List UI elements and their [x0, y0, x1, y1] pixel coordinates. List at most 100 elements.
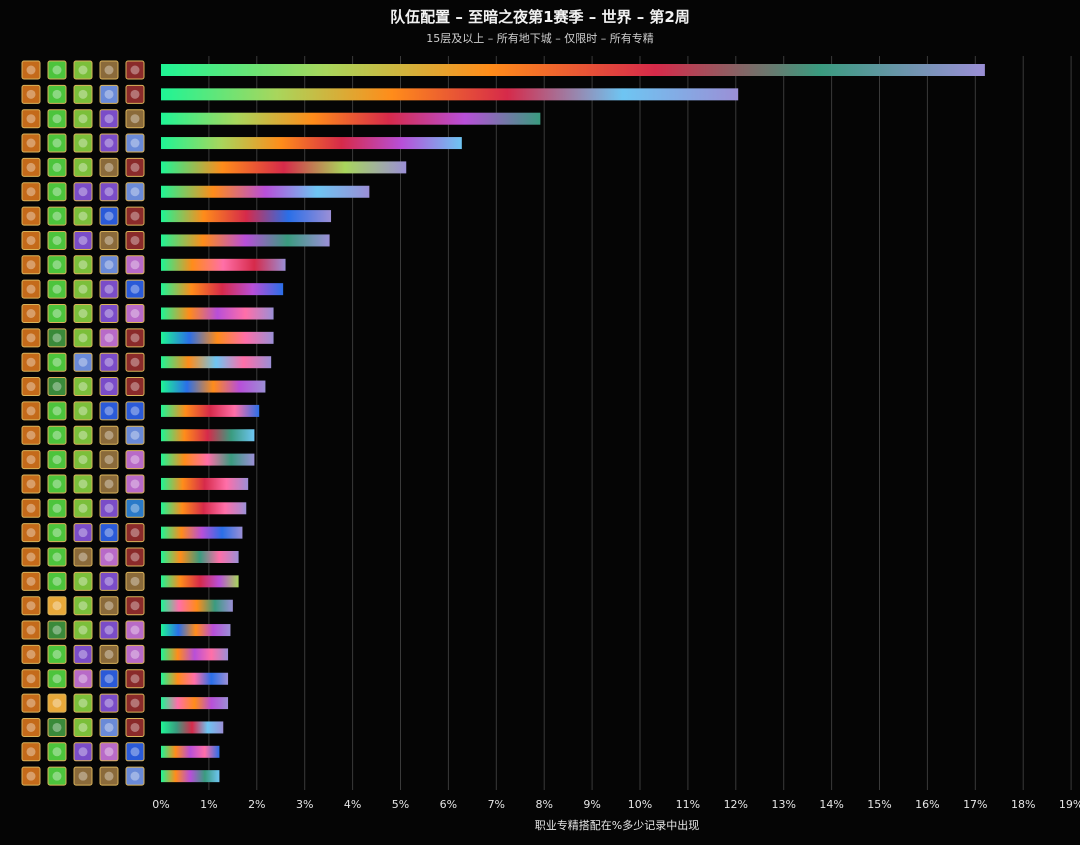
twin-blades-icon: [47, 377, 67, 397]
bar[interactable]: [161, 64, 985, 76]
fel-skull-icon: [73, 596, 93, 616]
heal-leaf-icon: [47, 523, 67, 543]
heal-leaf-icon: [47, 304, 67, 323]
bow-icon: [73, 547, 93, 567]
x-tick-label: 12%: [724, 798, 748, 811]
feral-icon: [21, 255, 41, 275]
bar[interactable]: [161, 575, 239, 588]
feral-icon: [21, 182, 41, 202]
arcane-icon: [125, 450, 145, 470]
feral-icon: [21, 693, 41, 713]
bar[interactable]: [161, 502, 247, 515]
x-tick-label: 14%: [819, 798, 843, 811]
arcane-icon: [125, 474, 145, 494]
fel-skull-icon: [73, 60, 93, 80]
heal-leaf-icon: [47, 742, 67, 762]
bar[interactable]: [161, 477, 249, 490]
bar[interactable]: [161, 185, 370, 198]
havoc-icon: [99, 571, 119, 591]
feral-icon: [21, 717, 41, 737]
bar[interactable]: [161, 258, 286, 271]
heal-leaf-icon: [47, 133, 67, 153]
wand-icon: [99, 717, 119, 737]
heal-leaf-icon: [47, 547, 67, 567]
havoc-icon: [99, 133, 119, 153]
bar[interactable]: [161, 210, 332, 223]
bar[interactable]: [161, 161, 407, 174]
blood-icon: [125, 84, 145, 104]
feral-icon: [21, 669, 41, 689]
feral-icon: [21, 766, 41, 786]
heal-leaf-icon: [47, 498, 67, 518]
blood-icon: [125, 206, 145, 226]
feral-icon: [21, 352, 41, 372]
fel-skull-icon: [73, 450, 93, 470]
fel-skull-icon: [73, 571, 93, 591]
bar[interactable]: [161, 745, 220, 758]
bar[interactable]: [161, 648, 229, 661]
bar[interactable]: [161, 697, 229, 710]
bar[interactable]: [161, 599, 233, 612]
x-tick-label: 8%: [535, 798, 552, 811]
blood-icon: [125, 352, 145, 372]
bar[interactable]: [161, 721, 224, 734]
fel-skull-icon: [73, 693, 93, 713]
twin-blades-icon: [47, 620, 67, 640]
fel-skull-icon: [73, 157, 93, 177]
x-tick-label: 3%: [296, 798, 313, 811]
bar[interactable]: [161, 331, 274, 344]
fel-skull-icon: [73, 498, 93, 518]
blood-icon: [125, 669, 145, 689]
heal-leaf-icon: [47, 669, 67, 689]
bar[interactable]: [161, 624, 231, 637]
bar[interactable]: [161, 551, 239, 563]
havoc-icon: [73, 644, 93, 664]
bar[interactable]: [161, 356, 272, 369]
x-tick-label: 17%: [963, 798, 987, 811]
bow-icon: [99, 766, 119, 786]
fel-skull-icon: [73, 328, 93, 348]
x-tick-label: 0%: [152, 798, 169, 811]
bar[interactable]: [161, 429, 255, 442]
havoc-icon: [73, 742, 93, 762]
bar[interactable]: [161, 380, 266, 393]
havoc-icon: [99, 304, 119, 323]
fel-skull-icon: [73, 109, 93, 129]
arcane-icon: [99, 328, 119, 348]
heal-leaf-icon: [47, 279, 67, 299]
bar[interactable]: [161, 307, 274, 320]
x-tick-label: 10%: [628, 798, 652, 811]
heal-leaf-icon: [47, 157, 67, 177]
light-icon: [47, 693, 67, 713]
fel-skull-icon: [73, 206, 93, 226]
bar[interactable]: [161, 283, 284, 296]
havoc-icon: [99, 352, 119, 372]
bar[interactable]: [161, 672, 229, 685]
havoc-icon: [99, 377, 119, 397]
feral-icon: [21, 206, 41, 226]
bar[interactable]: [161, 88, 739, 101]
bar[interactable]: [161, 404, 260, 417]
bar[interactable]: [161, 453, 255, 466]
feral-icon: [21, 450, 41, 470]
bow-icon: [99, 474, 119, 494]
havoc-icon: [99, 109, 119, 129]
heal-leaf-icon: [47, 474, 67, 494]
arcane-icon: [125, 304, 145, 323]
blood-icon: [125, 157, 145, 177]
twin-blades-icon: [47, 328, 67, 348]
bar[interactable]: [161, 770, 220, 783]
bar[interactable]: [161, 526, 243, 539]
x-axis-title: 职业专精搭配在%多少记录中出现: [535, 818, 699, 832]
bar[interactable]: [161, 137, 462, 150]
chart-title: 队伍配置 – 至暗之夜第1赛季 – 世界 – 第2周: [390, 8, 690, 26]
bow-icon: [99, 450, 119, 470]
heal-leaf-icon: [47, 109, 67, 129]
feral-icon: [21, 230, 41, 250]
heal-leaf-icon: [47, 255, 67, 275]
bar[interactable]: [161, 112, 541, 125]
feral-icon: [21, 596, 41, 616]
bar[interactable]: [161, 234, 330, 247]
heal-leaf-icon: [47, 425, 67, 445]
